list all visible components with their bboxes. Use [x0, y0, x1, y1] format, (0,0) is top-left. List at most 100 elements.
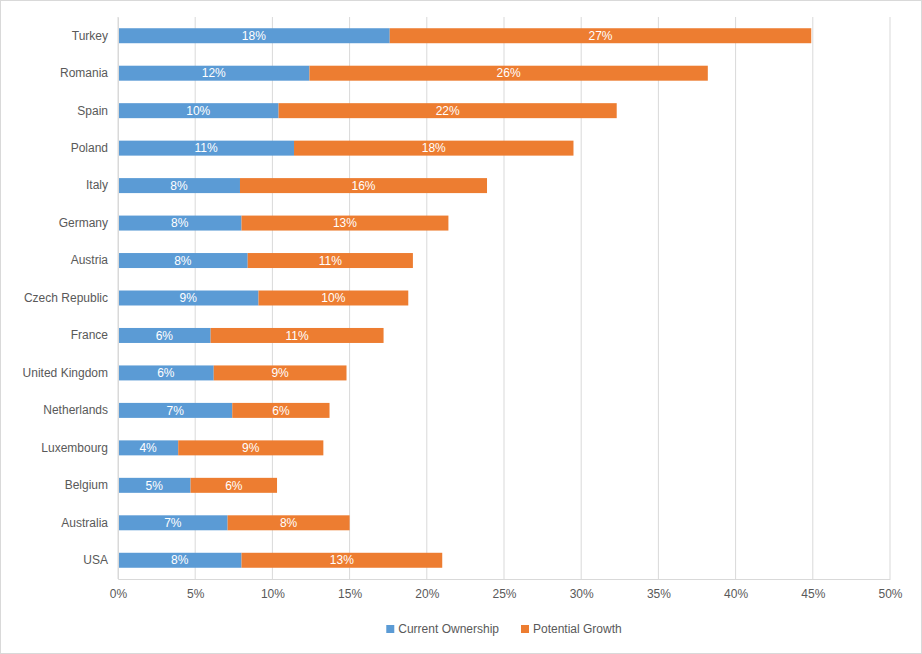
- grid-line: [890, 17, 891, 579]
- grid-line: [735, 17, 736, 579]
- data-label: 9%: [180, 291, 198, 305]
- data-label: 11%: [286, 329, 309, 343]
- y-tick: Belgium: [65, 478, 118, 492]
- data-label: 13%: [333, 216, 357, 230]
- bar: [118, 403, 232, 418]
- legend-label: Potential Growth: [533, 622, 622, 636]
- bar: [118, 440, 178, 455]
- bar: [178, 440, 323, 455]
- y-tick: Spain: [77, 104, 118, 118]
- legend-label: Current Ownership: [398, 622, 499, 636]
- y-tick-label: United Kingdom: [23, 366, 108, 380]
- y-tick: United Kingdom: [23, 366, 118, 380]
- x-tick: 15%: [338, 579, 362, 601]
- grid-line: [118, 17, 119, 579]
- bar: [240, 178, 487, 193]
- y-tick-label: France: [71, 328, 109, 342]
- bar: [118, 28, 390, 43]
- data-label: 7%: [164, 516, 182, 530]
- bar: [309, 66, 707, 81]
- grid-line: [504, 17, 505, 579]
- data-label: 4%: [139, 441, 157, 455]
- x-tick: 30%: [570, 579, 594, 601]
- grid-line: [581, 17, 582, 579]
- data-label: 8%: [174, 254, 192, 268]
- data-label: 5%: [146, 479, 164, 493]
- data-label: 26%: [497, 66, 521, 80]
- y-tick: Austria: [71, 253, 118, 267]
- data-label: 27%: [588, 29, 612, 43]
- y-tick-label: Spain: [77, 104, 108, 118]
- x-tick: 10%: [261, 579, 285, 601]
- bar: [118, 515, 228, 530]
- bars: [118, 28, 811, 568]
- legend-item: Potential Growth: [521, 622, 622, 636]
- bar: [118, 291, 259, 306]
- y-tick: USA: [83, 553, 118, 567]
- bar: [191, 478, 277, 493]
- grid-line: [426, 17, 427, 579]
- bar: [242, 216, 449, 231]
- grid-line: [658, 17, 659, 579]
- y-tick: Romania: [60, 66, 118, 80]
- data-label: 8%: [171, 553, 189, 567]
- data-label: 12%: [202, 66, 226, 80]
- bar: [279, 103, 617, 118]
- x-tick: 20%: [415, 579, 439, 601]
- data-label: 10%: [186, 104, 210, 118]
- bar: [118, 253, 248, 268]
- chart-border: [1, 1, 922, 654]
- bar: [118, 328, 211, 343]
- y-tick-label: Luxembourg: [41, 441, 108, 455]
- x-tick-label: 40%: [724, 587, 748, 601]
- x-axis: 0%5%10%15%20%25%30%35%40%45%50%: [110, 579, 903, 601]
- y-tick-label: Romania: [60, 66, 108, 80]
- y-axis-line: [118, 18, 119, 580]
- bar: [248, 253, 413, 268]
- y-tick-label: Germany: [59, 216, 108, 230]
- data-label: 18%: [422, 141, 446, 155]
- y-tick-label: Italy: [86, 178, 108, 192]
- plot: 18% 12% 10% 11% 8% 8% 8% 9% 6% 6% 7% 4% 5% 7% 8% 27% 26%…: [23, 17, 903, 601]
- y-tick-label: Czech Republic: [24, 291, 108, 305]
- legend-item: Current Ownership: [386, 622, 499, 636]
- y-tick-label: Turkey: [72, 29, 108, 43]
- legend: Current Ownership Potential Growth: [386, 622, 621, 636]
- bar: [118, 478, 191, 493]
- y-tick: Netherlands: [43, 403, 118, 417]
- data-label: 8%: [280, 516, 298, 530]
- data-label: 6%: [272, 404, 290, 418]
- data-label: 16%: [351, 179, 375, 193]
- y-tick-label: USA: [83, 553, 108, 567]
- bar: [118, 141, 294, 156]
- data-label: 6%: [157, 366, 175, 380]
- data-label: 7%: [166, 404, 184, 418]
- x-tick: 45%: [801, 579, 825, 601]
- bar: [390, 28, 812, 43]
- x-tick: 40%: [724, 579, 748, 601]
- data-label: 6%: [225, 479, 243, 493]
- bar: [118, 216, 242, 231]
- y-tick: Czech Republic: [24, 291, 118, 305]
- x-tick-label: 45%: [801, 587, 825, 601]
- x-tick-label: 10%: [261, 587, 285, 601]
- x-axis-line: [119, 579, 891, 580]
- x-tick-label: 20%: [415, 587, 439, 601]
- legend-swatch: [386, 625, 394, 633]
- data-label: 10%: [321, 291, 345, 305]
- x-tick: 0%: [110, 579, 128, 601]
- data-label: 8%: [171, 216, 189, 230]
- x-tick-label: 35%: [647, 587, 671, 601]
- bar: [118, 103, 279, 118]
- x-tick-label: 25%: [492, 587, 516, 601]
- y-tick: France: [71, 328, 118, 342]
- y-tick-label: Poland: [71, 141, 108, 155]
- grid-line: [812, 17, 813, 579]
- bar: [214, 365, 347, 380]
- bar: [118, 553, 242, 568]
- bar: [118, 66, 309, 81]
- bar: [228, 515, 350, 530]
- data-label: 11%: [194, 141, 217, 155]
- data-labels: 18% 12% 10% 11% 8% 8% 8% 9% 6% 6% 7% 4% 5% 7% 8% 27% 26%…: [139, 29, 612, 568]
- legend-swatch: [521, 625, 529, 633]
